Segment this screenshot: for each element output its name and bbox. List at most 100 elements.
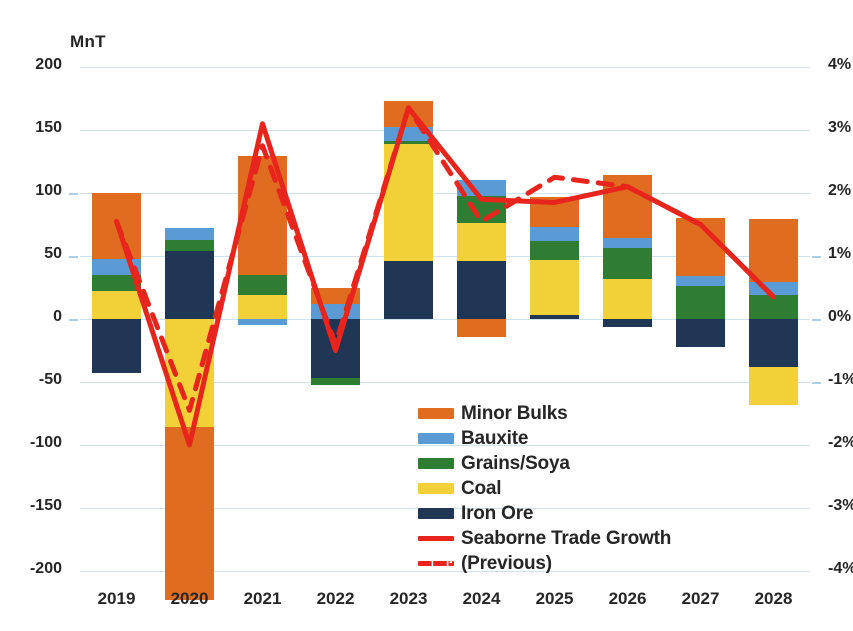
legend-item[interactable]: Iron Ore xyxy=(418,502,671,525)
bar-segment xyxy=(676,218,725,277)
bar-group xyxy=(238,67,287,571)
legend-item[interactable]: (Previous) xyxy=(418,552,671,575)
y-axis-left-tick: 0 xyxy=(53,308,62,325)
legend-swatch-icon xyxy=(418,508,454,519)
bar-group xyxy=(92,67,141,571)
legend-label: Coal xyxy=(461,477,502,499)
legend-label: Grains/Soya xyxy=(461,452,570,474)
y-axis-unit-label: MnT xyxy=(70,32,106,51)
legend-label: (Previous) xyxy=(461,552,552,574)
y-axis-right-tick: 3% xyxy=(828,119,852,136)
bar-segment xyxy=(749,282,798,296)
y-axis-right-tick: -2% xyxy=(828,434,853,451)
bar-segment xyxy=(384,261,433,319)
axis-tickmark xyxy=(69,319,78,321)
x-axis-tick-2028: 2028 xyxy=(754,589,793,608)
legend-label: Bauxite xyxy=(461,427,529,449)
y-axis-left-tick: -150 xyxy=(29,497,62,514)
bar-group xyxy=(676,67,725,571)
bar-segment xyxy=(165,319,214,428)
legend-label: Seaborne Trade Growth xyxy=(461,527,672,549)
x-axis-tick-2020: 2020 xyxy=(170,589,209,608)
bar-segment xyxy=(530,315,579,319)
bar-segment xyxy=(92,274,141,292)
bar-segment xyxy=(676,286,725,319)
bar-segment xyxy=(749,319,798,367)
legend-swatch-icon xyxy=(418,483,454,494)
legend-swatch-icon xyxy=(418,433,454,444)
legend-swatch-icon xyxy=(418,561,454,566)
legend-item[interactable]: Grains/Soya xyxy=(418,452,671,475)
y-axis-left-tick: -100 xyxy=(29,434,62,451)
legend-swatch-icon xyxy=(418,408,454,419)
bar-segment xyxy=(457,180,506,196)
plot-area xyxy=(69,67,821,600)
bar-segment xyxy=(603,248,652,279)
gridline xyxy=(80,67,810,68)
bar-segment xyxy=(530,196,579,227)
bar-segment xyxy=(530,240,579,260)
legend-item[interactable]: Bauxite xyxy=(418,427,671,450)
legend-label: Iron Ore xyxy=(461,502,534,524)
bar-segment xyxy=(603,319,652,327)
y-axis-left-tick: -50 xyxy=(38,371,62,388)
x-axis-tick-2021: 2021 xyxy=(243,589,282,608)
y-axis-left-tick: -200 xyxy=(29,560,62,577)
y-axis-right-tick: 2% xyxy=(828,182,852,199)
y-axis-left-tick: 100 xyxy=(35,182,62,199)
x-axis-tick-2025: 2025 xyxy=(535,589,574,608)
y-axis-left-tick: 50 xyxy=(44,245,62,262)
bar-segment xyxy=(603,238,652,249)
bar-segment xyxy=(603,278,652,319)
bar-segment xyxy=(749,295,798,319)
bar-segment xyxy=(92,291,141,319)
bar-segment xyxy=(311,319,360,379)
bar-segment xyxy=(384,127,433,142)
x-axis-tick-2023: 2023 xyxy=(389,589,428,608)
bar-segment xyxy=(384,101,433,128)
bar-segment xyxy=(165,427,214,600)
axis-tickmark xyxy=(812,319,821,321)
legend-swatch-icon xyxy=(418,458,454,469)
bar-segment xyxy=(676,276,725,287)
bar-segment xyxy=(92,319,141,374)
y-axis-left-tick: 150 xyxy=(35,119,62,136)
bar-segment xyxy=(457,195,506,224)
bar-segment xyxy=(603,175,652,239)
bar-segment xyxy=(165,239,214,251)
legend-swatch-icon xyxy=(418,536,454,541)
bar-segment xyxy=(530,227,579,241)
y-axis-right-tick: 4% xyxy=(828,56,852,73)
y-axis-right-tick: -4% xyxy=(828,560,853,577)
x-axis-tick-2027: 2027 xyxy=(681,589,720,608)
legend-item[interactable]: Seaborne Trade Growth xyxy=(418,527,671,550)
y-axis-right-tick: -3% xyxy=(828,497,853,514)
bar-segment xyxy=(384,143,433,262)
bar-group xyxy=(311,67,360,571)
bar-group xyxy=(165,67,214,600)
x-axis-tick-2019: 2019 xyxy=(97,589,136,608)
axis-tickmark xyxy=(812,256,821,258)
bar-segment xyxy=(311,378,360,385)
gridline xyxy=(80,571,810,572)
legend-item[interactable]: Coal xyxy=(418,477,671,500)
bar-segment xyxy=(749,366,798,405)
y-axis-right-tick: 1% xyxy=(828,245,852,262)
y-axis-right-tick: 0% xyxy=(828,308,852,325)
axis-tickmark xyxy=(812,382,821,384)
x-axis-tick-2024: 2024 xyxy=(462,589,501,608)
x-axis-tick-2026: 2026 xyxy=(608,589,647,608)
bar-segment xyxy=(311,287,360,304)
bar-segment xyxy=(749,219,798,283)
axis-tickmark xyxy=(69,193,78,195)
y-axis-left-tick: 200 xyxy=(35,56,62,73)
bar-segment xyxy=(238,274,287,296)
bar-segment xyxy=(165,228,214,240)
chart-legend: Minor Bulks Bauxite Grains/Soya Coal Iron Or… xyxy=(418,402,671,575)
bar-segment xyxy=(457,319,506,337)
legend-label: Minor Bulks xyxy=(461,402,568,424)
bar-segment xyxy=(92,193,141,259)
legend-item[interactable]: Minor Bulks xyxy=(418,402,671,425)
bar-group xyxy=(749,67,798,571)
